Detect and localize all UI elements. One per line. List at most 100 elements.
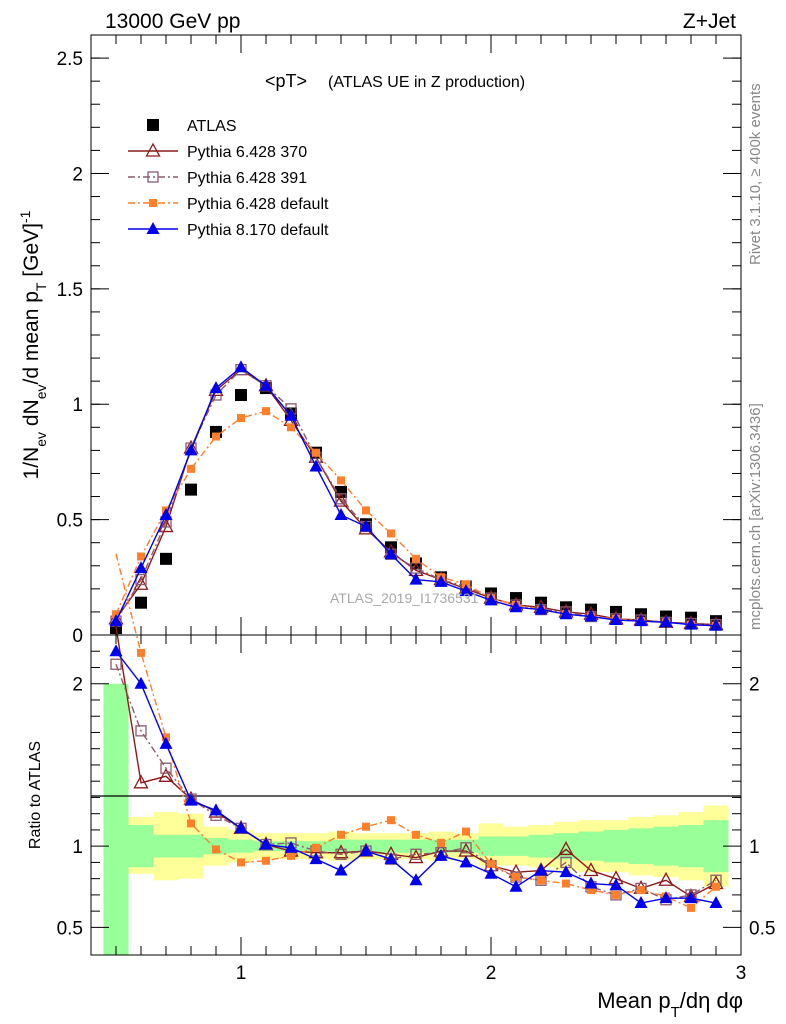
data-point — [184, 793, 198, 806]
data-point — [709, 618, 723, 631]
data-point — [684, 891, 698, 904]
main-panel: ATLAS_2019_I1736531 <pT> (ATLAS UE in Z … — [17, 34, 742, 647]
data-point — [562, 879, 570, 888]
x-axis-label: Mean pT/dη dφ — [597, 988, 743, 1021]
stat-band-bin — [228, 839, 254, 853]
data-point — [584, 876, 598, 889]
data-point — [234, 821, 248, 834]
data-point — [337, 476, 345, 485]
data-point — [437, 838, 445, 847]
data-point — [587, 886, 595, 895]
y-tick-label: 0 — [72, 626, 83, 647]
chart-title: <pT> — [265, 71, 307, 91]
x-tick-label: 1 — [236, 963, 247, 984]
stat-band-bin — [528, 834, 554, 858]
data-point — [687, 903, 695, 912]
stat-band-bin — [503, 836, 529, 856]
data-point — [459, 855, 473, 868]
stat-band-bin — [578, 831, 604, 861]
data-point — [110, 658, 122, 670]
data-point — [409, 572, 423, 585]
data-point — [158, 767, 174, 782]
data-point — [658, 871, 674, 886]
data-point — [237, 858, 245, 867]
data-point — [159, 508, 173, 520]
data-point — [387, 816, 395, 825]
data-point — [334, 863, 348, 876]
data-point — [284, 408, 298, 421]
data-point — [312, 448, 320, 457]
data-point — [109, 614, 123, 627]
data-point — [434, 574, 448, 587]
data-point — [537, 876, 545, 885]
data-point — [412, 554, 420, 563]
data-point — [237, 414, 245, 423]
stat-band-bin — [153, 834, 179, 858]
data-point — [408, 849, 424, 864]
legend-marker — [146, 222, 160, 234]
legend-marker — [147, 119, 159, 131]
data-point — [287, 423, 295, 432]
legend-entry-label: ATLAS — [187, 118, 237, 135]
x-tick-label: 3 — [736, 963, 747, 984]
ratio-y-tick-label: 1 — [72, 837, 83, 858]
data-point — [333, 492, 349, 507]
data-point — [287, 851, 295, 860]
data-point — [709, 896, 723, 909]
legend: ATLAS Pythia 6.428 370 Pythia 6.428 391 Pyt… — [128, 118, 329, 239]
data-point — [534, 863, 548, 876]
data-point — [159, 736, 173, 749]
header-process-label: Z+Jet — [683, 10, 736, 33]
data-point — [362, 822, 370, 831]
data-point — [133, 774, 149, 789]
ratio-y-tick-label-right: 2 — [749, 675, 760, 696]
data-point — [158, 518, 174, 533]
data-point — [134, 676, 148, 689]
ratio-y-axis-label: Ratio to ATLAS — [27, 741, 44, 849]
data-point — [584, 609, 598, 622]
data-point — [309, 459, 323, 472]
data-point — [559, 865, 573, 878]
stat-band-bin — [403, 839, 429, 853]
stat-band-bin — [103, 683, 129, 955]
data-point — [712, 882, 720, 891]
stat-band-bin — [478, 836, 504, 856]
data-point — [209, 381, 223, 394]
data-point — [337, 830, 345, 839]
data-point — [187, 819, 195, 828]
data-point — [135, 725, 147, 737]
data-point — [134, 561, 148, 574]
stat-band-bin — [603, 829, 629, 863]
data-point — [335, 493, 347, 505]
data-point — [558, 841, 574, 856]
data-point — [160, 762, 172, 774]
main-axes: 0 0.5 1 1.5 2 2.5 — [57, 35, 741, 647]
mcplots-source-label: mcplots.cern.ch [arXiv:1306.3436] — [747, 403, 764, 630]
data-point — [609, 613, 623, 625]
data-point — [359, 844, 373, 857]
data-point — [133, 575, 149, 590]
data-point — [160, 552, 172, 565]
data-point — [334, 508, 348, 520]
data-point — [335, 485, 347, 498]
series-line-4 — [115, 366, 717, 627]
y-tick-label: 1.5 — [57, 280, 83, 301]
data-point — [235, 389, 247, 401]
stat-band-bin — [553, 833, 579, 860]
data-point — [634, 896, 648, 909]
stat-band-bin — [178, 834, 204, 858]
y-tick-label: 1 — [72, 395, 83, 416]
data-point — [487, 860, 495, 869]
data-point — [609, 878, 623, 891]
stat-band-bin — [678, 825, 704, 868]
ratio-y-tick-label: 2 — [72, 675, 83, 696]
data-point — [137, 552, 145, 561]
data-point — [484, 593, 498, 606]
ratio-data-marks — [109, 553, 724, 912]
legend-marker — [149, 199, 157, 207]
ratio-y-tick-label-right: 1 — [749, 837, 760, 858]
rivet-version-label: Rivet 3.1.10, ≥ 400k events — [747, 83, 764, 265]
data-point — [387, 529, 395, 538]
data-point — [212, 845, 220, 854]
data-point — [460, 842, 472, 854]
